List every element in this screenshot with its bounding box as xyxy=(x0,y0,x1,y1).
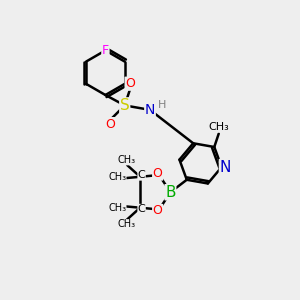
Text: S: S xyxy=(120,98,130,113)
Text: C: C xyxy=(138,204,146,214)
Text: CH₃: CH₃ xyxy=(117,219,135,230)
Text: CH₃: CH₃ xyxy=(108,203,126,213)
Text: N: N xyxy=(220,160,231,175)
Text: N: N xyxy=(145,103,155,117)
Text: CH₃: CH₃ xyxy=(117,155,135,165)
Text: O: O xyxy=(153,205,163,218)
Text: CH₃: CH₃ xyxy=(208,122,229,132)
Text: C: C xyxy=(138,170,146,180)
Text: H: H xyxy=(158,100,167,110)
Text: O: O xyxy=(125,77,135,90)
Text: B: B xyxy=(165,185,176,200)
Text: O: O xyxy=(105,118,115,130)
Text: CH₃: CH₃ xyxy=(108,172,126,182)
Text: O: O xyxy=(153,167,163,180)
Text: F: F xyxy=(102,44,109,57)
